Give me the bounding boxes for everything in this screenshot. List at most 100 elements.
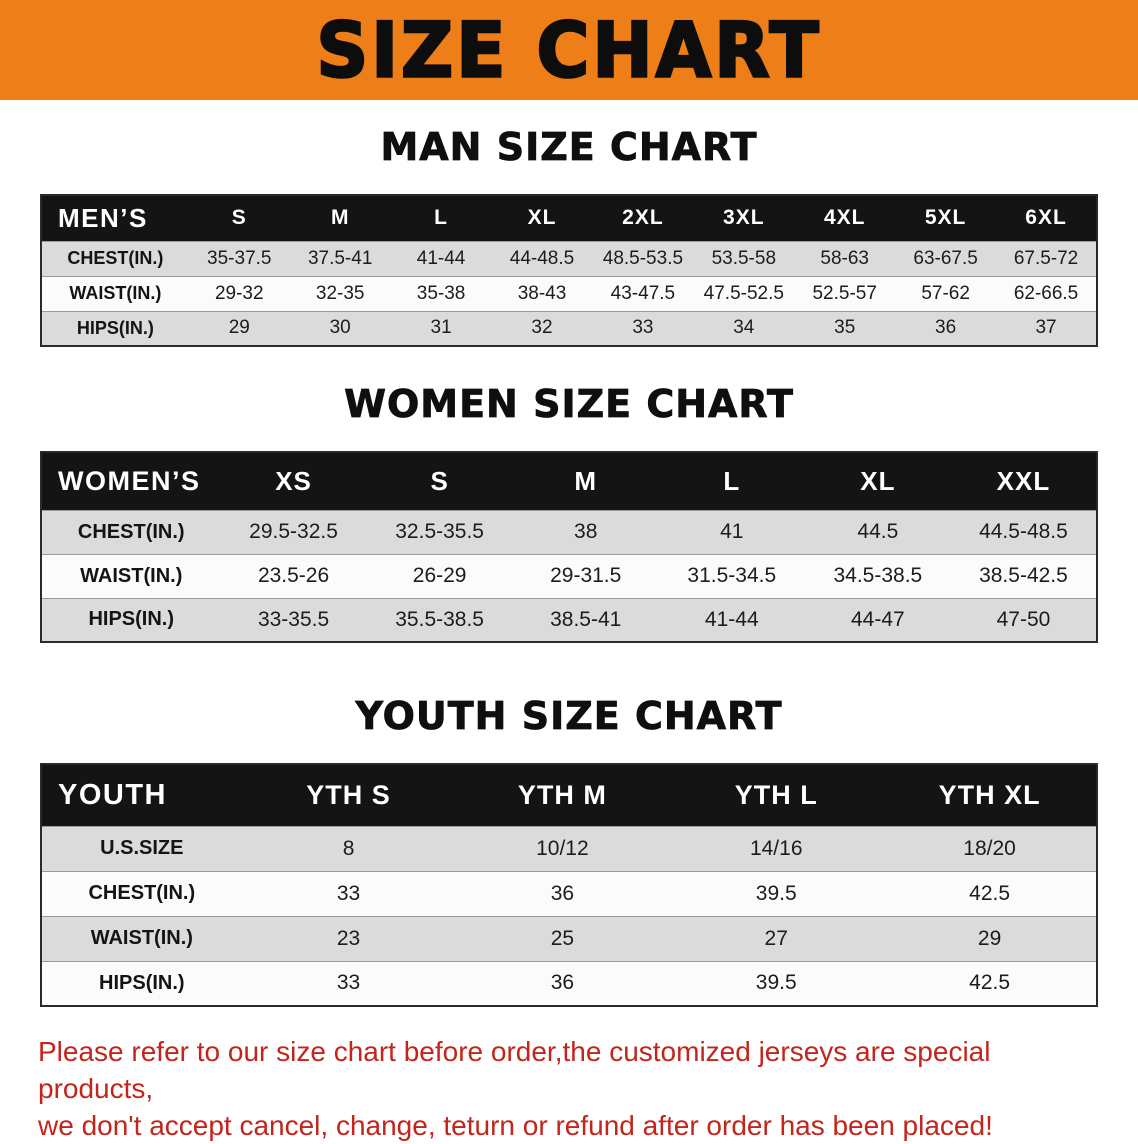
value-cell: 36 [455,960,670,1006]
value-cell: 31.5-34.5 [658,553,805,598]
disclaimer: Please refer to our size chart before or… [38,1033,1100,1144]
value-cell: 38 [512,509,659,554]
table-row: U.S.SIZE 8 10/12 14/16 18/20 [41,825,1097,871]
value-cell: 33 [241,960,456,1006]
value-cell: 31 [390,310,492,346]
value-cell: 25 [455,915,670,961]
value-cell: 63-67.5 [895,240,997,276]
value-cell: 10/12 [455,825,670,871]
row-label-cell: CHEST(IN.) [41,240,189,276]
size-header-cell: 2XL [592,195,694,241]
table-title-cell: WOMEN’S [41,452,221,510]
table-row: WAIST(IN.) 23.5-26 26-29 29-31.5 31.5-34.5 34… [41,553,1097,598]
header-row: MEN’S S M L XL 2XL 3XL 4XL 5XL 6XL [41,195,1097,241]
size-header-cell: S [366,452,513,510]
size-header-cell: XS [220,452,367,510]
value-cell: 36 [455,870,670,916]
size-header-cell: YTH M [455,764,670,826]
youth-table-body: U.S.SIZE 8 10/12 14/16 18/20 CHEST(IN.) 33 36 39… [41,825,1097,1006]
men-size-section: MAN SIZE CHART MEN’S S M L XL 2XL 3XL 4XL 5XL 6XL… [0,124,1138,347]
value-cell: 35.5-38.5 [366,597,513,642]
size-header-cell: 4XL [794,195,896,241]
value-cell: 57-62 [895,275,997,311]
youth-table-header: YOUTH YTH S YTH M YTH L YTH XL [41,764,1097,826]
value-cell: 35 [794,310,896,346]
row-label-cell: HIPS(IN.) [41,597,221,642]
table-title-cell: MEN’S [41,195,189,241]
size-header-cell: S [188,195,290,241]
value-cell: 34 [693,310,795,346]
size-chart-banner: SIZE CHART [0,0,1138,100]
value-cell: 34.5-38.5 [804,553,951,598]
women-size-section: WOMEN SIZE CHART WOMEN’S XS S M L XL XXL CHEST… [0,381,1138,643]
table-row: HIPS(IN.) 33-35.5 35.5-38.5 38.5-41 41-44 44-… [41,597,1097,642]
size-header-cell: L [658,452,805,510]
men-table-body: CHEST(IN.) 35-37.5 37.5-41 41-44 44-48.5 48.5… [41,240,1097,346]
value-cell: 67.5-72 [996,240,1097,276]
value-cell: 37 [996,310,1097,346]
value-cell: 44-48.5 [491,240,593,276]
value-cell: 33 [241,870,456,916]
value-cell: 29 [188,310,290,346]
table-row: CHEST(IN.) 33 36 39.5 42.5 [41,870,1097,916]
disclaimer-line-1: Please refer to our size chart before or… [38,1036,991,1104]
value-cell: 32-35 [289,275,391,311]
value-cell: 35-37.5 [188,240,290,276]
value-cell: 32 [491,310,593,346]
men-table-header: MEN’S S M L XL 2XL 3XL 4XL 5XL 6XL [41,195,1097,241]
value-cell: 23.5-26 [220,553,367,598]
men-size-table: MEN’S S M L XL 2XL 3XL 4XL 5XL 6XL CHEST(IN.) 35-3… [40,194,1098,347]
value-cell: 14/16 [669,825,884,871]
table-row: WAIST(IN.) 29-32 32-35 35-38 38-43 43-47.5 47.… [41,275,1097,311]
value-cell: 41-44 [658,597,805,642]
table-row: HIPS(IN.) 29 30 31 32 33 34 35 36 37 [41,310,1097,346]
value-cell: 44-47 [804,597,951,642]
size-header-cell: XL [804,452,951,510]
value-cell: 39.5 [669,960,884,1006]
value-cell: 18/20 [883,825,1097,871]
value-cell: 52.5-57 [794,275,896,311]
value-cell: 47.5-52.5 [693,275,795,311]
value-cell: 29 [883,915,1097,961]
value-cell: 27 [669,915,884,961]
women-section-heading: WOMEN SIZE CHART [344,382,794,427]
row-label-cell: HIPS(IN.) [41,960,242,1006]
table-row: CHEST(IN.) 29.5-32.5 32.5-35.5 38 41 44.5 44.5… [41,509,1097,554]
value-cell: 48.5-53.5 [592,240,694,276]
size-header-cell: XL [491,195,593,241]
size-header-cell: L [390,195,492,241]
value-cell: 41-44 [390,240,492,276]
table-row: CHEST(IN.) 35-37.5 37.5-41 41-44 44-48.5 48.5… [41,240,1097,276]
value-cell: 8 [241,825,456,871]
value-cell: 43-47.5 [592,275,694,311]
size-header-cell: 5XL [895,195,997,241]
youth-size-table: YOUTH YTH S YTH M YTH L YTH XL U.S.SIZE 8 10/1… [40,763,1098,1007]
youth-section-heading: YOUTH SIZE CHART [355,694,783,739]
value-cell: 29-31.5 [512,553,659,598]
value-cell: 38.5-41 [512,597,659,642]
value-cell: 33-35.5 [220,597,367,642]
value-cell: 26-29 [366,553,513,598]
value-cell: 38.5-42.5 [950,553,1097,598]
banner-title: SIZE CHART [315,5,822,96]
women-table-header: WOMEN’S XS S M L XL XXL [41,452,1097,510]
table-row: HIPS(IN.) 33 36 39.5 42.5 [41,960,1097,1006]
size-header-cell: YTH L [669,764,884,826]
value-cell: 32.5-35.5 [366,509,513,554]
youth-size-section: YOUTH SIZE CHART YOUTH YTH S YTH M YTH L YTH… [0,693,1138,1007]
value-cell: 35-38 [390,275,492,311]
size-header-cell: YTH XL [883,764,1097,826]
value-cell: 53.5-58 [693,240,795,276]
value-cell: 37.5-41 [289,240,391,276]
size-header-cell: YTH S [241,764,456,826]
value-cell: 33 [592,310,694,346]
value-cell: 42.5 [883,870,1097,916]
men-section-heading: MAN SIZE CHART [380,125,758,170]
value-cell: 58-63 [794,240,896,276]
row-label-cell: HIPS(IN.) [41,310,189,346]
size-header-cell: XXL [950,452,1097,510]
row-label-cell: WAIST(IN.) [41,915,242,961]
value-cell: 29-32 [188,275,290,311]
value-cell: 30 [289,310,391,346]
table-row: WAIST(IN.) 23 25 27 29 [41,915,1097,961]
